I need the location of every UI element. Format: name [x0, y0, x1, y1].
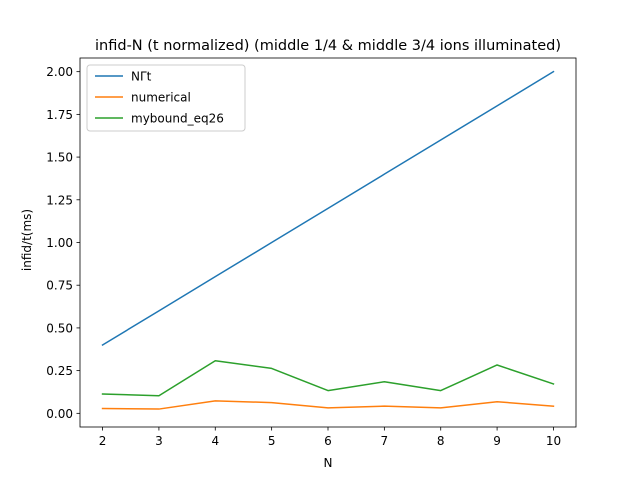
y-tick-label: 0.50: [46, 321, 73, 335]
y-tick-label: 0.75: [46, 279, 73, 293]
x-tick-label: 4: [211, 434, 219, 448]
x-axis-label: N: [324, 456, 333, 470]
legend-label-1: numerical: [131, 91, 191, 105]
legend: NΓt numerical mybound_eq26: [86, 64, 246, 132]
legend-box: [86, 64, 246, 132]
legend-label-0: NΓt: [131, 70, 152, 84]
chart-title: infid-N (t normalized) (middle 1/4 & mid…: [95, 38, 561, 54]
series-line-1: [101, 400, 555, 410]
x-tick-label: 6: [324, 434, 332, 448]
x-tick-label: 8: [437, 434, 445, 448]
series-line-2: [101, 359, 555, 397]
x-tick-label: 5: [268, 434, 276, 448]
x-tick-label: 10: [546, 434, 561, 448]
y-axis-label: infid/t(ms): [20, 209, 34, 271]
y-tick-label: 1.75: [46, 108, 73, 122]
y-tick-label: 0.25: [46, 364, 73, 378]
y-tick-label: 2.00: [46, 65, 73, 79]
x-tick-label: 3: [155, 434, 163, 448]
series-line-0: [101, 70, 555, 347]
legend-label-2: mybound_eq26: [131, 112, 224, 126]
x-tick-label: 9: [493, 434, 501, 448]
y-tick-label: 1.25: [46, 193, 73, 207]
y-tick-label: 1.50: [46, 151, 73, 165]
y-tick-label: 1.00: [46, 236, 73, 250]
y-tick-label: 0.00: [46, 407, 73, 421]
x-tick-label: 7: [381, 434, 389, 448]
x-tick-label: 2: [99, 434, 107, 448]
plot-area: 2 3 4 5 6 7 8 9 10 0.00 0.25 0.50 0.75 1.00 1.25 1.50 1.…: [46, 57, 577, 448]
